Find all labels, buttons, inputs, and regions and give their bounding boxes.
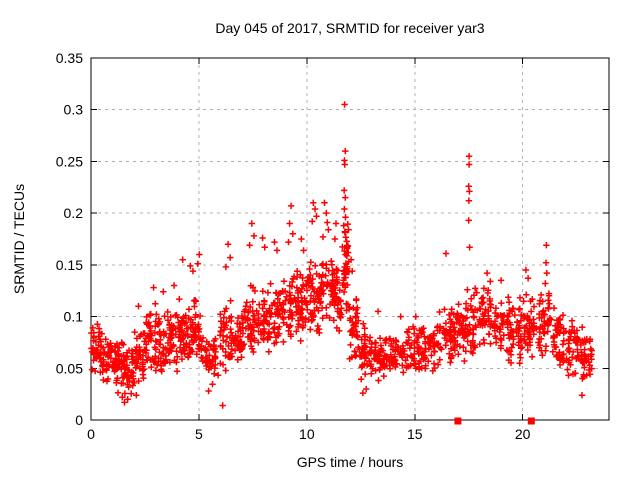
plot-border xyxy=(90,57,610,421)
y-tick-label: 0.1 xyxy=(64,309,84,325)
y-tick-labels: 0 0.05 0.1 0.15 0.2 0.25 0.3 0.35 xyxy=(56,50,83,428)
x-tick-label: 0 xyxy=(87,426,95,442)
x-tick-label: 15 xyxy=(407,426,423,442)
grid-lines xyxy=(91,58,609,420)
y-tick-label: 0 xyxy=(75,412,83,428)
scatter-points xyxy=(88,101,595,409)
y-tick-label: 0.2 xyxy=(64,205,84,221)
chart-title: Day 045 of 2017, SRMTID for receiver yar… xyxy=(215,20,484,36)
y-tick-label: 0.35 xyxy=(56,50,83,66)
y-tick-label: 0.05 xyxy=(56,360,83,376)
x-tick-label: 5 xyxy=(195,426,203,442)
zero-value-markers xyxy=(454,417,535,425)
y-tick-label: 0.25 xyxy=(56,153,83,169)
x-axis-label: GPS time / hours xyxy=(297,454,404,470)
x-tick-labels: 0 5 10 15 20 xyxy=(87,426,531,442)
y-tick-label: 0.15 xyxy=(56,257,83,273)
x-tick-label: 10 xyxy=(299,426,315,442)
zero-value-marker xyxy=(527,417,535,425)
zero-value-marker xyxy=(454,417,462,425)
y-tick-label: 0.3 xyxy=(64,102,84,118)
axis-ticks xyxy=(90,57,609,421)
x-tick-label: 20 xyxy=(515,426,531,442)
y-axis-label: SRMTID / TECUs xyxy=(11,184,27,294)
